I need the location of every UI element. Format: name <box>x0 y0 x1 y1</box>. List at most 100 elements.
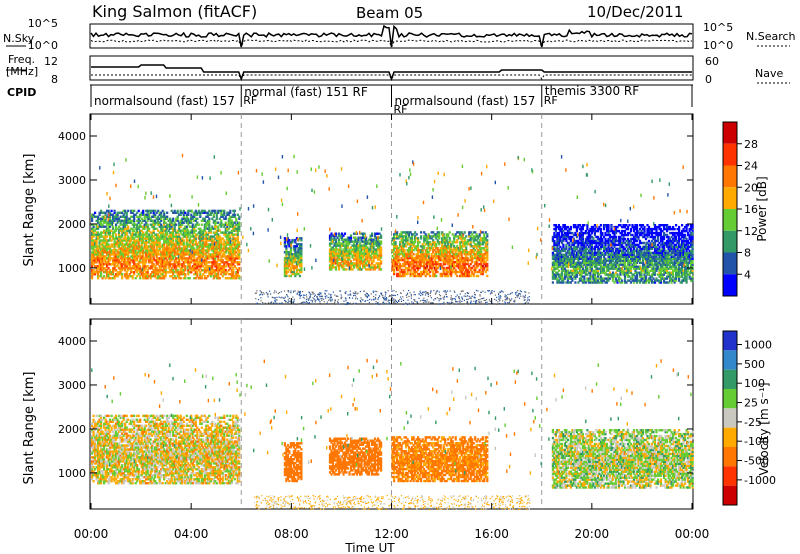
echo-cell <box>157 221 160 224</box>
echo-cell <box>185 215 188 218</box>
echo-cell <box>143 243 146 246</box>
echo-cell <box>143 263 146 266</box>
echo-cell <box>403 256 406 260</box>
echo-cell <box>169 225 172 228</box>
freq-label: Freq. <box>8 53 35 66</box>
echo-cell <box>112 273 115 276</box>
echo-cell <box>122 213 125 216</box>
echo-cell <box>474 245 477 248</box>
echo-cell <box>354 264 357 267</box>
echo-cell <box>112 249 115 252</box>
echo-cell <box>136 235 139 238</box>
echo-cell <box>190 255 193 258</box>
echo-cell <box>134 249 137 252</box>
echo-cell <box>334 250 338 253</box>
echo-cell <box>232 269 235 272</box>
echo-cell <box>365 258 368 261</box>
echo-cell <box>214 237 217 240</box>
echo-cell <box>297 272 300 276</box>
echo-cell <box>602 249 606 253</box>
echo-cell <box>199 241 202 244</box>
echo-cell <box>172 273 175 276</box>
echo-cell <box>560 265 563 268</box>
echo-cell <box>557 253 560 256</box>
echo-cell <box>553 261 556 264</box>
echo-cell <box>178 247 181 250</box>
echo-cell <box>187 209 190 213</box>
echo-cell <box>363 258 366 261</box>
echo-cell <box>155 245 158 248</box>
echo-cell <box>187 217 190 220</box>
echo-cell <box>197 277 200 280</box>
echo-cell <box>380 242 383 245</box>
echo-cell <box>110 273 113 276</box>
echo-cell <box>604 271 607 274</box>
echo-cell <box>184 251 187 254</box>
echo-cell <box>137 233 140 236</box>
echo-cell <box>469 239 472 242</box>
echo-cell <box>163 249 166 252</box>
echo-cell <box>235 237 238 240</box>
echo-cell <box>106 269 109 272</box>
echo-cell <box>559 261 562 264</box>
echo-cell <box>596 263 599 266</box>
echo-cell <box>100 209 103 213</box>
echo-cell <box>152 225 155 228</box>
echo-cell <box>607 231 610 235</box>
echo-cell <box>227 241 230 244</box>
echo-cell <box>91 217 94 220</box>
echo-cell <box>164 215 167 218</box>
echo-cell <box>110 213 113 216</box>
echo-cell <box>182 209 185 213</box>
echo-cell <box>148 275 151 278</box>
echo-cell <box>127 217 130 220</box>
echo-cell <box>465 235 468 238</box>
echo-cell <box>475 239 478 242</box>
echo-cell <box>484 264 487 268</box>
echo-cell <box>441 258 444 262</box>
echo-cell <box>354 250 357 253</box>
echo-cell <box>145 251 148 254</box>
echo-cell <box>409 243 412 246</box>
echo-cell <box>592 259 595 262</box>
echo-cell <box>109 225 112 228</box>
echo-cell <box>134 231 137 234</box>
echo-cell <box>170 225 173 228</box>
echo-cell <box>427 272 430 276</box>
echo-cell <box>340 238 344 241</box>
echo-cell <box>143 213 146 216</box>
echo-cell <box>154 219 157 222</box>
echo-cell <box>420 256 423 260</box>
echo-cell <box>163 261 166 264</box>
echo-cell <box>432 239 435 242</box>
echo-cell <box>483 260 486 264</box>
echo-cell <box>355 238 359 241</box>
echo-cell <box>355 250 359 253</box>
echo-cell <box>133 265 136 268</box>
echo-cell <box>429 270 432 274</box>
echo-cell <box>583 279 586 282</box>
echo-cell <box>460 245 463 248</box>
echo-cell <box>187 223 190 226</box>
echo-cell <box>587 281 590 284</box>
echo-cell <box>442 256 445 260</box>
echo-cell <box>205 277 208 280</box>
echo-cell <box>466 268 469 272</box>
echo-cell <box>423 241 426 244</box>
echo-cell <box>584 253 587 256</box>
echo-cell <box>194 269 197 272</box>
echo-cell <box>176 217 179 220</box>
echo-cell <box>441 243 444 246</box>
echo-cell <box>232 225 235 228</box>
echo-cell <box>115 223 118 226</box>
echo-cell <box>328 250 332 253</box>
echo-cell <box>586 231 589 235</box>
echo-cell <box>374 248 377 251</box>
echo-cell <box>107 253 110 256</box>
echo-cell <box>217 257 220 260</box>
echo-cell <box>571 243 574 247</box>
echo-cell <box>360 258 363 261</box>
echo-cell <box>134 245 137 248</box>
echo-cell <box>608 249 612 253</box>
echo-cell <box>145 215 148 218</box>
